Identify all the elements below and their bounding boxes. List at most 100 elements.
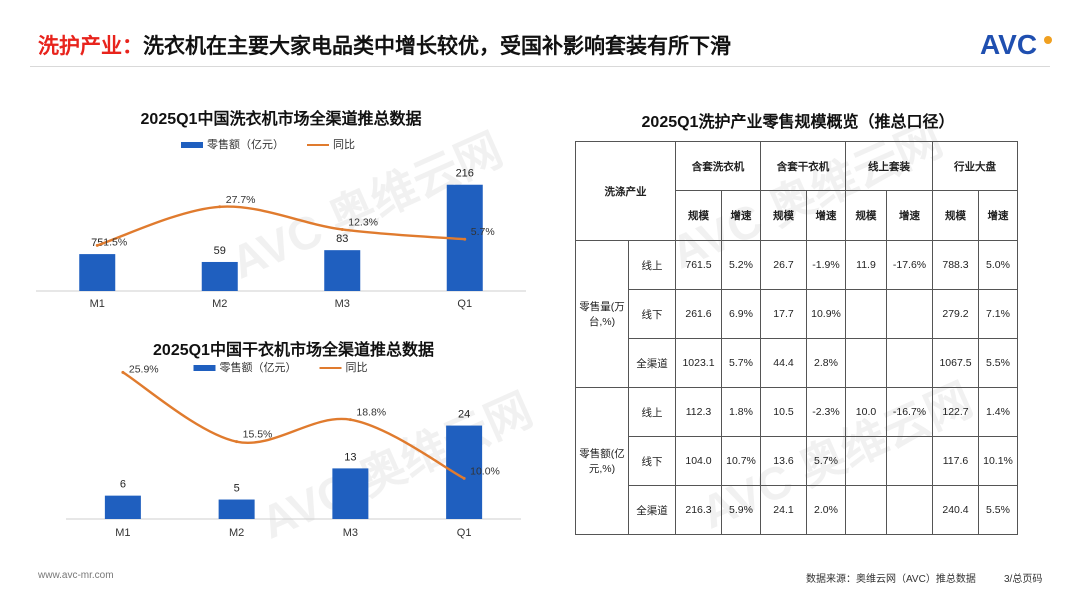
yoy-label: 25.9% bbox=[129, 363, 159, 375]
table-cell: 112.3 bbox=[675, 387, 722, 437]
table-channel: 线下 bbox=[628, 436, 676, 486]
x-tick-label: M3 bbox=[343, 527, 358, 539]
bar bbox=[324, 250, 361, 291]
table-cell: 5.0% bbox=[978, 240, 1018, 290]
header-rule bbox=[30, 66, 1050, 67]
yoy-point bbox=[462, 476, 466, 480]
yoy-label: 18.8% bbox=[356, 407, 386, 419]
table-cell: 216.3 bbox=[675, 485, 722, 535]
x-tick-label: M2 bbox=[229, 527, 244, 539]
x-tick-label: M1 bbox=[90, 298, 105, 310]
x-tick-label: Q1 bbox=[457, 527, 472, 539]
bar-value-label: 24 bbox=[458, 409, 470, 421]
table-cell: 1.4% bbox=[978, 387, 1018, 437]
logo-dot bbox=[1044, 36, 1052, 44]
yoy-label: 5.7% bbox=[471, 226, 495, 238]
yoy-point bbox=[463, 237, 467, 241]
scale-table: 洗涤产业 含套洗衣机 含套干衣机 线上套装 行业大盘 规模 增速 规模 增速 规模 增速 规模 增速 零售… bbox=[575, 141, 1018, 535]
table-cell: 5.5% bbox=[978, 485, 1018, 535]
table-row: 线下 104.0 10.7% 13.6 5.7% 117.6 10.1% bbox=[576, 436, 1018, 486]
title-main: 洗衣机在主要大家电品类中增长较优，受国补影响套装有所下滑 bbox=[143, 35, 731, 58]
table-cell: 17.7 bbox=[760, 289, 807, 339]
x-tick-label: M3 bbox=[335, 298, 350, 310]
table-cell: 44.4 bbox=[760, 338, 807, 388]
table-title: 2025Q1洗护产业零售规模概览（推总口径） bbox=[641, 114, 955, 131]
table-row: 全渠道 216.3 5.9% 24.1 2.0% 240.4 5.5% bbox=[576, 485, 1018, 535]
table-cell: 1.8% bbox=[721, 387, 761, 437]
table-cell: 261.6 bbox=[675, 289, 722, 339]
table-cell: 761.5 bbox=[675, 240, 722, 290]
table-sub-header: 增速 bbox=[806, 190, 846, 241]
table-cell: 5.5% bbox=[978, 338, 1018, 388]
x-tick-label: M2 bbox=[212, 298, 227, 310]
table-cell: 1023.1 bbox=[675, 338, 722, 388]
table-row: 全渠道 1023.1 5.7% 44.4 2.8% 1067.5 5.5% bbox=[576, 338, 1018, 388]
table-cell: 5.9% bbox=[721, 485, 761, 535]
table-cell: 6.9% bbox=[721, 289, 761, 339]
table-sub-header: 规模 bbox=[932, 190, 979, 241]
yoy-label: 15.5% bbox=[243, 429, 273, 441]
table-cell: 240.4 bbox=[932, 485, 979, 535]
x-tick-label: M1 bbox=[115, 527, 130, 539]
table-cell bbox=[886, 289, 933, 339]
table-cell: 10.1% bbox=[978, 436, 1018, 486]
table-cell: 2.0% bbox=[806, 485, 846, 535]
table-cell: 10.7% bbox=[721, 436, 761, 486]
footer-page: 3/总页码 bbox=[1004, 574, 1043, 585]
chart-title: 2025Q1中国洗衣机市场全渠道推总数据 bbox=[141, 109, 422, 128]
table-cell: -1.9% bbox=[806, 240, 846, 290]
table-cell: 1067.5 bbox=[932, 338, 979, 388]
table-cell bbox=[845, 485, 887, 535]
table-row: 零售额(亿元,%) 线上 112.3 1.8% 10.5 -2.3% 10.0 -16.7% 1… bbox=[575, 387, 1018, 535]
table-cell: 10.5 bbox=[760, 387, 807, 437]
table-channel: 线上 bbox=[628, 387, 676, 437]
bar-value-label: 13 bbox=[344, 451, 356, 463]
bar-value-label: 6 bbox=[120, 479, 126, 491]
avc-logo: AVC bbox=[980, 29, 1052, 60]
table-cell bbox=[886, 485, 933, 535]
yoy-point bbox=[218, 205, 222, 209]
table-cell: 122.7 bbox=[932, 387, 979, 437]
bar-value-label: 59 bbox=[214, 245, 226, 257]
bar bbox=[218, 499, 255, 519]
title-prefix: 洗护产业： bbox=[38, 35, 143, 58]
bar-value-label: 83 bbox=[336, 233, 348, 245]
table-group-header: 含套干衣机 bbox=[760, 141, 846, 191]
table-section-label: 零售量(万台,%) bbox=[575, 240, 629, 388]
yoy-point bbox=[235, 440, 239, 444]
yoy-point bbox=[95, 243, 99, 247]
bar bbox=[332, 468, 369, 519]
table-cell: 26.7 bbox=[760, 240, 807, 290]
table-sub-header: 规模 bbox=[845, 190, 887, 241]
yoy-label: 27.7% bbox=[226, 194, 256, 206]
table-cell: 279.2 bbox=[932, 289, 979, 339]
legend-swatch-bar bbox=[193, 365, 216, 371]
yoy-point bbox=[121, 370, 125, 374]
table-channel: 线上 bbox=[628, 240, 676, 290]
table-section-label: 零售额(亿元,%) bbox=[575, 387, 629, 535]
table-cell: 7.1% bbox=[978, 289, 1018, 339]
table-corner-label: 洗涤产业 bbox=[575, 141, 676, 241]
legend-swatch-bar bbox=[181, 142, 203, 148]
table-cell: 104.0 bbox=[675, 436, 722, 486]
table-cell bbox=[886, 436, 933, 486]
table-sub-header: 规模 bbox=[760, 190, 807, 241]
logo-text: AVC bbox=[980, 29, 1037, 60]
table-sub-header: 增速 bbox=[886, 190, 933, 241]
chart-title: 2025Q1中国干衣机市场全渠道推总数据 bbox=[153, 340, 434, 359]
table-cell bbox=[845, 338, 887, 388]
bar bbox=[104, 495, 141, 519]
bar bbox=[201, 261, 238, 291]
table-cell bbox=[886, 338, 933, 388]
table-sub-header: 增速 bbox=[721, 190, 761, 241]
table-cell: 10.9% bbox=[806, 289, 846, 339]
bar-value-label: 5 bbox=[234, 483, 240, 495]
table-cell bbox=[845, 436, 887, 486]
yoy-label: 10.0% bbox=[470, 465, 500, 477]
table-channel: 全渠道 bbox=[628, 485, 676, 535]
table-cell bbox=[845, 289, 887, 339]
table-cell: 5.7% bbox=[721, 338, 761, 388]
x-tick-label: Q1 bbox=[457, 298, 472, 310]
table-channel: 线下 bbox=[628, 289, 676, 339]
